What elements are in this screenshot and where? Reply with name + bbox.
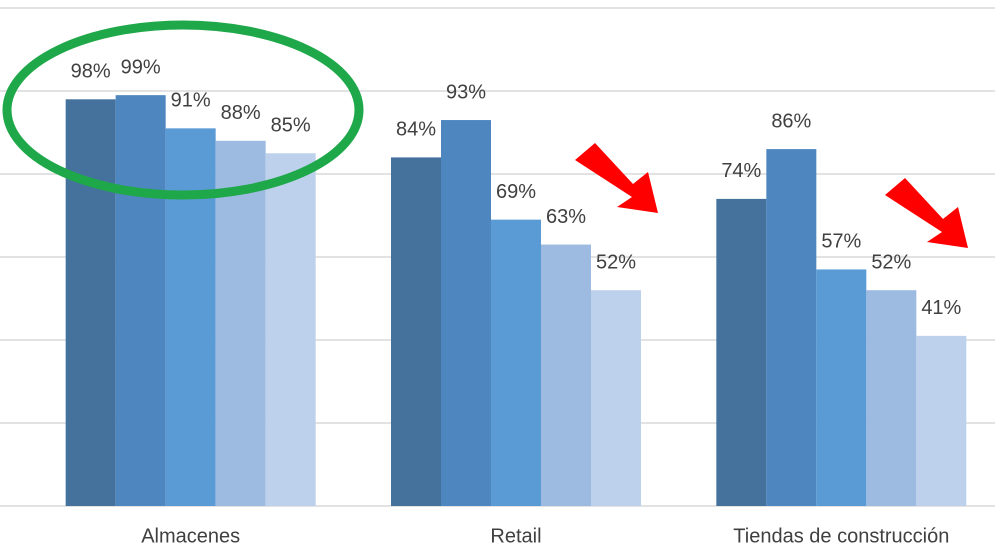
x-tick-label: Tiendas de construcción [733,525,949,547]
value-label: 91% [171,90,211,112]
value-label: 57% [821,231,861,253]
value-label: 41% [921,297,961,319]
bar [766,149,817,506]
bar [716,198,767,506]
x-tick-label: Retail [490,525,541,547]
bar [491,219,541,506]
x-tick-label: Almacenes [141,525,240,547]
plot-area: Almacenes 98% 99% 91% 88% 85% Retail 84% 93% 69% 6… [0,7,995,547]
bar [215,140,266,507]
bar [591,290,641,506]
bar [441,120,491,507]
bar [541,244,591,507]
value-label: 98% [71,61,111,83]
value-label: 52% [871,251,911,273]
value-label: 52% [596,251,636,273]
value-label: 69% [496,181,536,203]
value-label: 86% [771,110,811,132]
value-label: 99% [121,56,161,78]
arrow [575,143,658,213]
value-label: 84% [396,119,436,141]
bar [165,128,216,506]
bar [391,157,441,506]
bar [265,153,316,506]
highlight-ellipse [2,20,364,200]
value-label: 85% [271,115,311,137]
bar [65,99,116,507]
value-label: 88% [221,102,261,124]
bar [916,335,967,506]
value-label: 74% [721,160,761,182]
bar [866,290,917,506]
bar [816,269,867,506]
bar [115,95,166,507]
value-label: 93% [446,81,486,103]
arrow [885,178,968,248]
value-label: 63% [546,206,586,228]
